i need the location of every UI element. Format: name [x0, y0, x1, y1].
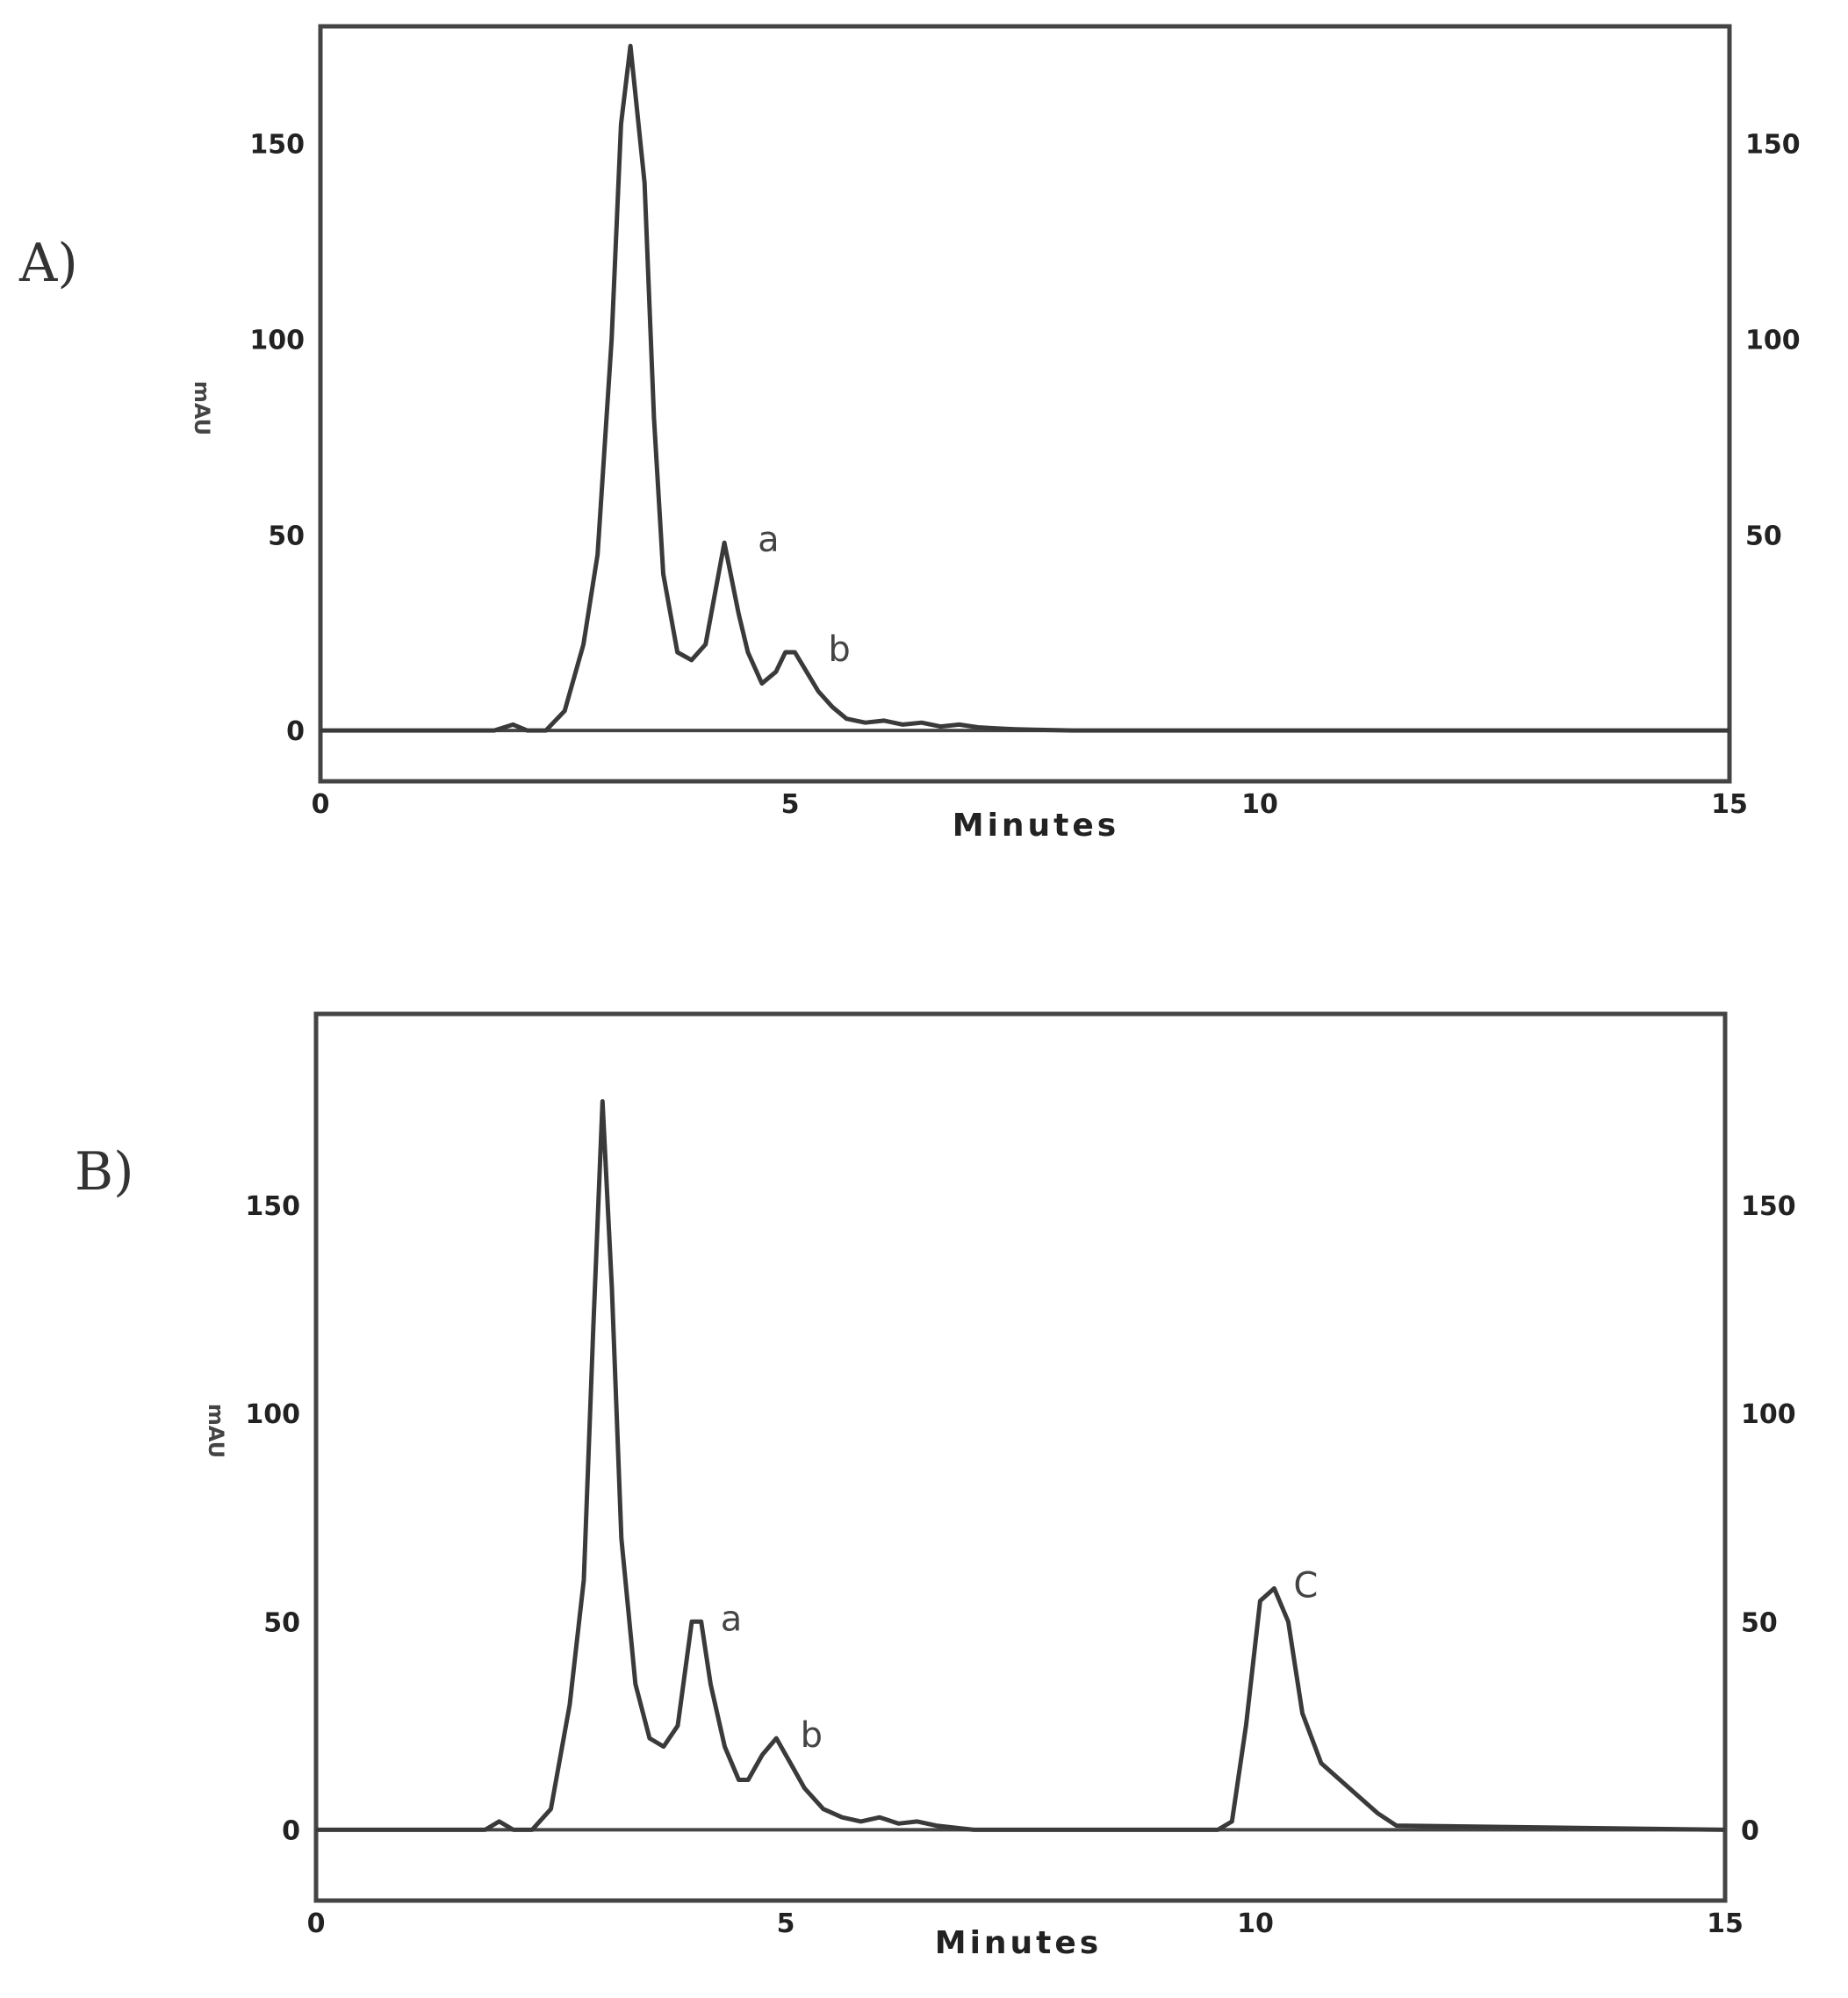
y-tick-label: 50	[268, 521, 305, 551]
right-y-tick-label: 150	[1745, 130, 1801, 161]
plot-frame	[318, 24, 1732, 784]
x-tick-label: 5	[781, 789, 800, 820]
panel-label: B)	[75, 1141, 134, 1203]
peak-label: b	[828, 629, 850, 670]
y-axis-title: mAU	[204, 1404, 228, 1458]
y-tick-label: 100	[245, 1399, 300, 1430]
x-tick-label: 0	[307, 1908, 326, 1939]
x-tick-label: 10	[1241, 789, 1278, 820]
peak-label: a	[758, 520, 780, 560]
plot-frame	[313, 1011, 1728, 1903]
peak-label: b	[801, 1715, 823, 1756]
chromatogram-trace	[316, 1099, 1726, 1832]
y-tick-label: 50	[263, 1607, 300, 1638]
panel-label: A)	[18, 233, 78, 294]
x-axis-title: Minutes	[953, 808, 1119, 844]
chromatogram-trace	[320, 43, 1729, 733]
x-tick-label: 15	[1707, 1908, 1744, 1939]
y-tick-label: 0	[286, 716, 305, 747]
right-y-tick-label: 50	[1745, 521, 1782, 551]
x-tick-label: 10	[1237, 1908, 1274, 1939]
y-tick-label: 150	[245, 1191, 300, 1222]
y-tick-label: 100	[249, 325, 305, 356]
peak-label: C	[1293, 1565, 1318, 1606]
y-tick-label: 150	[249, 130, 305, 161]
y-axis-title: mAU	[190, 381, 214, 435]
right-y-tick-label: 150	[1741, 1191, 1796, 1222]
x-tick-label: 5	[777, 1908, 795, 1939]
right-y-tick-label: 50	[1741, 1607, 1778, 1638]
x-tick-label: 0	[312, 789, 330, 820]
right-y-tick-label: 100	[1741, 1399, 1796, 1430]
right-y-tick-label: 100	[1745, 325, 1801, 356]
x-axis-title: Minutes	[935, 1925, 1102, 1961]
y-tick-label: 0	[282, 1815, 300, 1846]
x-tick-label: 15	[1711, 789, 1748, 820]
peak-label: a	[721, 1599, 743, 1639]
right-y-tick-label: 0	[1741, 1815, 1759, 1846]
